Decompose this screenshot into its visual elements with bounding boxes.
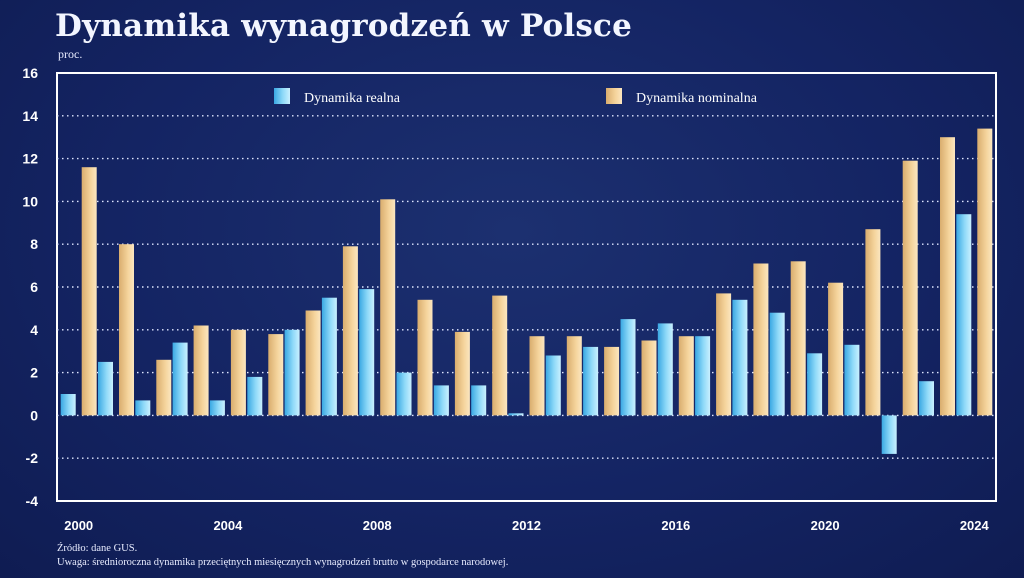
bar-real-2014 [583, 346, 599, 416]
bar-real-2008 [359, 289, 375, 416]
bar-real-2007 [321, 297, 337, 416]
bar-nominal-2007 [342, 246, 358, 416]
source-note: Źródło: dane GUS. [57, 543, 138, 554]
y-tick-label: 0 [30, 407, 38, 423]
bar-real-2021 [844, 344, 860, 416]
bar-nominal-2013 [566, 336, 582, 416]
bar-nominal-2008 [380, 199, 396, 416]
x-tick-label: 2000 [64, 518, 93, 533]
bar-real-2022 [881, 415, 897, 454]
bar-nominal-2005 [268, 334, 284, 416]
bar-nominal-2017 [716, 293, 732, 416]
chart-title: Dynamika wynagrodzeń w Polsce [55, 8, 633, 44]
bar-real-2017 [695, 336, 711, 416]
y-tick-label: 12 [22, 151, 38, 167]
y-axis-unit-label: proc. [58, 47, 83, 61]
bar-nominal-2002 [156, 359, 172, 416]
bar-nominal-2004 [230, 329, 246, 416]
bar-nominal-2001 [119, 244, 134, 416]
bar-nominal-2023 [940, 137, 955, 416]
bar-real-2019 [769, 312, 785, 416]
bar-nominal-2021 [865, 229, 881, 416]
bar-real-2000 [60, 394, 76, 416]
bar-nominal-2010 [454, 331, 470, 416]
bar-nominal-2019 [790, 261, 806, 416]
bar-real-2015 [620, 319, 636, 416]
remark-note: Uwaga: średnioroczna dynamika przeciętny… [57, 557, 509, 568]
legend-swatch-real [274, 88, 290, 104]
bar-real-2009 [396, 372, 412, 416]
x-tick-label: 2024 [960, 518, 990, 533]
bar-nominal-2009 [417, 299, 433, 416]
y-tick-label: 6 [30, 279, 38, 295]
bar-nominal-2011 [492, 295, 508, 416]
y-tick-label: 14 [22, 108, 38, 124]
bar-real-2010 [433, 385, 449, 416]
bar-real-2005 [247, 376, 263, 416]
bar-nominal-2012 [529, 336, 545, 416]
bar-real-2011 [471, 385, 487, 416]
bar-nominal-2014 [604, 346, 620, 416]
bar-nominal-2024 [977, 128, 993, 416]
bar-real-2001 [98, 361, 113, 416]
bar-nominal-2022 [902, 160, 918, 416]
y-tick-label: 4 [30, 322, 38, 338]
x-tick-label: 2020 [811, 518, 840, 533]
y-tick-label: -4 [26, 493, 39, 509]
bar-nominal-2000 [81, 167, 97, 416]
y-tick-label: 2 [30, 365, 38, 381]
bar-nominal-2003 [193, 325, 209, 416]
bar-real-2004 [209, 400, 225, 416]
bar-nominal-2006 [305, 310, 321, 416]
bar-real-2018 [732, 299, 748, 416]
bar-nominal-2016 [678, 336, 694, 416]
x-tick-label: 2012 [512, 518, 541, 533]
bar-real-2006 [284, 329, 300, 416]
y-tick-label: 10 [22, 193, 38, 209]
bar-real-2002 [135, 400, 151, 416]
x-tick-label: 2008 [363, 518, 392, 533]
legend-label-nominal: Dynamika nominalna [636, 91, 758, 106]
y-tick-label: -2 [26, 450, 39, 466]
y-tick-label: 8 [30, 236, 38, 252]
x-tick-label: 2016 [661, 518, 690, 533]
bar-real-2024 [956, 214, 972, 416]
legend-swatch-nominal [606, 88, 622, 104]
bar-real-2020 [807, 353, 823, 416]
x-tick-label: 2004 [213, 518, 243, 533]
bar-real-2013 [545, 355, 561, 416]
y-tick-label: 16 [22, 65, 38, 81]
legend-label-real: Dynamika realna [304, 91, 401, 106]
bar-nominal-2015 [641, 340, 657, 416]
bar-real-2016 [657, 323, 673, 416]
bar-real-2003 [172, 342, 188, 416]
bar-real-2023 [919, 381, 934, 416]
bar-nominal-2020 [828, 282, 844, 416]
bar-nominal-2018 [753, 263, 769, 416]
bar-real-2012 [508, 413, 524, 416]
